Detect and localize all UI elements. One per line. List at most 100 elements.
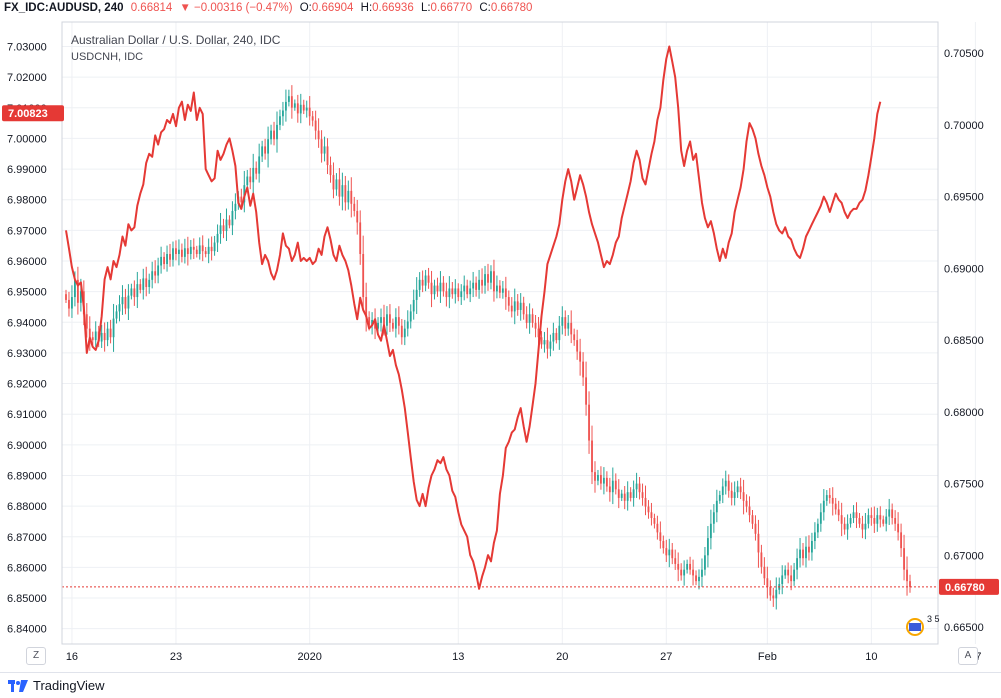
candle-body bbox=[891, 509, 894, 519]
candle-body bbox=[644, 497, 647, 507]
auto-scale-button[interactable]: A bbox=[958, 647, 978, 665]
candle-body bbox=[201, 245, 204, 252]
candle-body bbox=[145, 278, 148, 288]
candle-body bbox=[588, 404, 590, 441]
candle-body bbox=[837, 509, 840, 516]
candle-body bbox=[65, 294, 67, 300]
high-label: H: bbox=[360, 2, 373, 14]
candle-body bbox=[180, 249, 183, 257]
candle-body bbox=[576, 340, 579, 352]
candle-body bbox=[846, 523, 849, 530]
candle-body bbox=[876, 515, 879, 524]
candle-body bbox=[549, 341, 552, 349]
candle-body bbox=[906, 569, 908, 582]
high-value: 0.66936 bbox=[372, 2, 414, 14]
candle-body bbox=[198, 245, 201, 255]
usdcnh-current-marker: 7.00823 bbox=[2, 105, 64, 122]
candle-body bbox=[424, 275, 427, 286]
candle-body bbox=[662, 540, 665, 549]
candle-body bbox=[597, 474, 599, 481]
candle-body bbox=[873, 518, 876, 524]
candle-body bbox=[564, 317, 567, 329]
candle-body bbox=[139, 284, 142, 290]
candle-body bbox=[88, 328, 91, 338]
candle-body bbox=[133, 288, 136, 298]
candle-body bbox=[579, 351, 582, 362]
candle-body bbox=[276, 124, 278, 140]
candle-body bbox=[894, 518, 897, 524]
candle-body bbox=[368, 317, 371, 326]
candle-body bbox=[151, 271, 154, 280]
candle-body bbox=[397, 317, 400, 326]
candle-body bbox=[900, 532, 903, 549]
low-value: 0.66770 bbox=[430, 2, 473, 14]
candle-body bbox=[864, 523, 867, 530]
candle-body bbox=[570, 322, 573, 335]
candle-body bbox=[436, 285, 439, 292]
event-badge[interactable]: 3 5 bbox=[906, 614, 940, 636]
candle-body bbox=[240, 196, 243, 203]
right-axis-tick: 0.67000 bbox=[944, 550, 984, 562]
candle-body bbox=[154, 271, 157, 276]
usdcnh-line bbox=[65, 45, 882, 590]
audusd-current-marker: 0.66780 bbox=[939, 578, 999, 595]
right-price-axis[interactable]: 0.70500 0.70000 0.69500 0.69000 0.68500 0.680… bbox=[944, 48, 984, 634]
candle-body bbox=[213, 242, 216, 252]
candle-body bbox=[362, 254, 365, 298]
candle-body bbox=[712, 512, 715, 524]
candle-body bbox=[377, 322, 379, 329]
candle-body bbox=[647, 506, 650, 513]
left-axis-tick: 7.00000 bbox=[7, 133, 47, 145]
candle-body bbox=[175, 248, 177, 255]
candle-body bbox=[142, 278, 145, 290]
candle-body bbox=[742, 492, 745, 501]
candle-body bbox=[656, 523, 659, 533]
right-axis-tick: 0.70500 bbox=[944, 48, 984, 60]
candle-body bbox=[683, 569, 686, 576]
zoom-button[interactable]: Z bbox=[26, 647, 46, 665]
symbol-name[interactable]: FX_IDC:AUDUSD, 240 bbox=[4, 2, 124, 14]
time-axis-tick: 16 bbox=[66, 651, 78, 663]
candle-body bbox=[94, 331, 97, 341]
candle-body bbox=[585, 377, 587, 405]
right-axis-tick: 0.69500 bbox=[944, 192, 984, 204]
candle-body bbox=[885, 516, 888, 524]
candle-body bbox=[103, 332, 106, 341]
candle-body bbox=[121, 297, 124, 305]
candle-body bbox=[594, 472, 596, 481]
candle-body bbox=[843, 523, 846, 530]
candle-body bbox=[258, 156, 261, 174]
candle-body bbox=[760, 552, 763, 567]
candle-body bbox=[273, 130, 275, 140]
price-chart[interactable]: Australian Dollar / U.S. Dollar, 240, ID… bbox=[0, 0, 1001, 672]
candle-body bbox=[516, 301, 519, 310]
candle-body bbox=[68, 299, 70, 309]
left-axis-tick: 6.88000 bbox=[7, 501, 47, 513]
close-label: C: bbox=[479, 2, 491, 14]
tradingview-logo[interactable]: TradingView bbox=[8, 678, 105, 693]
candle-body bbox=[909, 581, 911, 587]
candle-body bbox=[790, 575, 793, 582]
candle-body bbox=[189, 246, 192, 255]
time-axis-tick: 2020 bbox=[297, 651, 321, 663]
candle-body bbox=[757, 533, 760, 553]
candle-body bbox=[228, 219, 231, 226]
time-axis[interactable]: 16232020132027Feb1017 bbox=[66, 651, 982, 663]
candle-body bbox=[222, 225, 225, 232]
left-axis-tick: 6.85000 bbox=[7, 593, 47, 605]
candle-body bbox=[287, 96, 290, 102]
audusd-current-value: 0.66780 bbox=[945, 582, 985, 594]
candle-body bbox=[323, 146, 326, 154]
candle-body bbox=[567, 322, 570, 329]
left-price-axis[interactable]: 7.030007.020007.010007.000006.990006.980… bbox=[7, 42, 47, 636]
candle-body bbox=[763, 566, 766, 579]
candle-body bbox=[831, 497, 834, 504]
candle-body bbox=[481, 279, 483, 286]
candle-body bbox=[427, 275, 430, 283]
candle-body bbox=[766, 578, 769, 587]
candle-body bbox=[365, 297, 368, 318]
left-axis-tick: 6.87000 bbox=[7, 532, 47, 544]
candle-body bbox=[611, 480, 614, 493]
candle-body bbox=[338, 179, 341, 197]
candle-body bbox=[160, 256, 163, 266]
